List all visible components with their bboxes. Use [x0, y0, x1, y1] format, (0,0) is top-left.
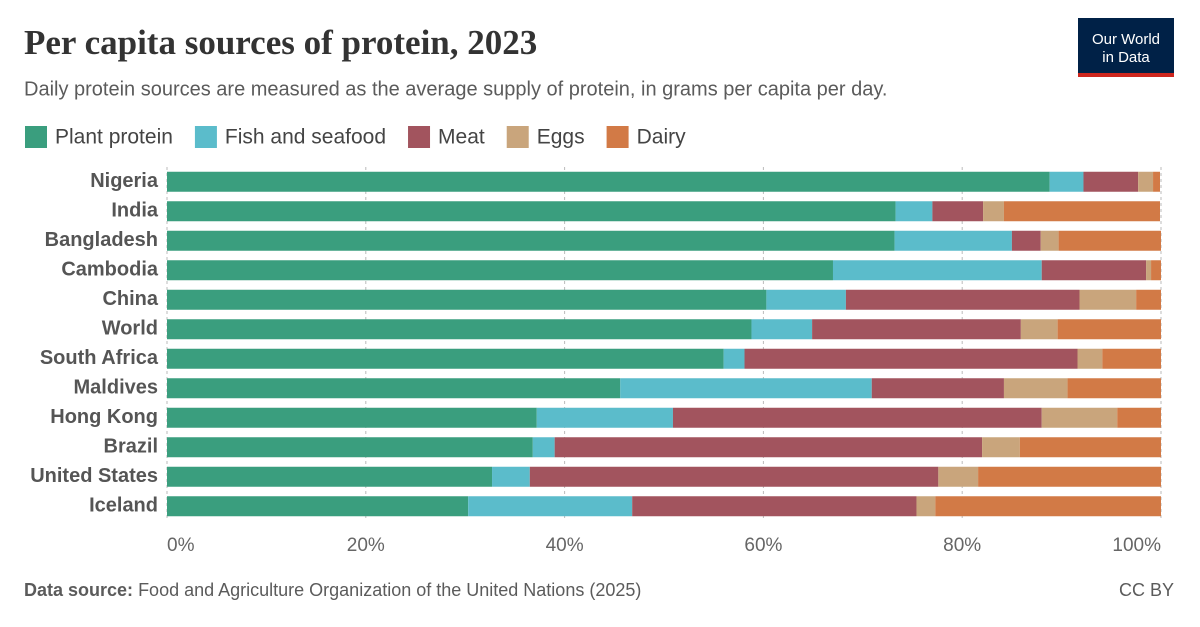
- bar-segment: [167, 437, 533, 458]
- legend-label: Plant protein: [55, 126, 173, 149]
- chart-title: Per capita sources of protein, 2023: [24, 23, 537, 62]
- bar-segment: [1041, 407, 1118, 428]
- legend-label: Dairy: [637, 126, 687, 149]
- legend-label: Meat: [438, 126, 485, 149]
- bar-segment: [672, 407, 1042, 428]
- bar-segment: [536, 407, 673, 428]
- y-tick-label: Hong Kong: [50, 406, 158, 428]
- bar-segment: [167, 348, 724, 369]
- bar-segment: [167, 407, 537, 428]
- bar-segment: [1067, 378, 1161, 399]
- bar-segment: [1049, 171, 1084, 192]
- bar-segment: [766, 289, 846, 310]
- bar-segment: [620, 378, 872, 399]
- bar-segment: [167, 171, 1050, 192]
- bar-segment: [983, 201, 1004, 222]
- bar-segment: [1079, 289, 1137, 310]
- x-tick-label: 60%: [744, 535, 782, 556]
- bar-segment: [935, 496, 1161, 517]
- y-tick-label: World: [102, 318, 158, 340]
- y-tick-label: Nigeria: [90, 170, 159, 192]
- source-label: Data source:: [24, 580, 133, 600]
- bar-segment: [167, 466, 493, 487]
- bar-segment: [632, 496, 917, 517]
- bar-segment: [167, 378, 621, 399]
- legend-swatch: [408, 126, 431, 148]
- bar-segment: [1102, 348, 1161, 369]
- bar-segment: [1003, 378, 1068, 399]
- bar-segment: [895, 201, 933, 222]
- bar-segment: [167, 319, 752, 340]
- x-tick-label: 0%: [167, 535, 195, 556]
- bar-segment: [167, 201, 896, 222]
- y-tick-label: Maldives: [74, 377, 158, 399]
- bar-segment: [916, 496, 936, 517]
- x-tick-label: 20%: [347, 535, 385, 556]
- bar-segment: [751, 319, 813, 340]
- bar-segment: [167, 260, 833, 281]
- legend-label: Eggs: [537, 126, 585, 149]
- bar-segment: [744, 348, 1078, 369]
- bar-segment: [1020, 319, 1058, 340]
- bar-segment: [529, 466, 939, 487]
- logo-text: Our World: [1092, 31, 1160, 48]
- bar-segment: [1057, 319, 1161, 340]
- y-tick-label: China: [102, 288, 158, 310]
- logo-strip: [1078, 73, 1174, 77]
- legend-label: Fish and seafood: [225, 126, 386, 149]
- bar-segment: [532, 437, 555, 458]
- y-tick-label: United States: [30, 465, 158, 487]
- bar-segment: [1117, 407, 1161, 428]
- bar-segment: [832, 260, 1042, 281]
- bar-segment: [812, 319, 1021, 340]
- x-tick-label: 100%: [1112, 535, 1161, 556]
- bar-segment: [982, 437, 1020, 458]
- bar-segment: [167, 230, 895, 251]
- bar-segment: [932, 201, 984, 222]
- bar-segment: [1153, 171, 1161, 192]
- y-tick-label: Cambodia: [61, 259, 159, 281]
- bar-segment: [1058, 230, 1161, 251]
- legend-swatch: [606, 126, 629, 148]
- bar-segment: [894, 230, 1012, 251]
- bar-segment: [1083, 171, 1139, 192]
- bar-segment: [1019, 437, 1161, 458]
- bar-segment: [845, 289, 1080, 310]
- bar-segment: [1136, 289, 1161, 310]
- bar-segment: [1040, 230, 1059, 251]
- legend-swatch: [194, 126, 217, 148]
- bar-segment: [167, 496, 469, 517]
- bar-segment: [871, 378, 1004, 399]
- x-tick-label: 80%: [943, 535, 981, 556]
- logo-box: [1078, 18, 1174, 77]
- bar-segment: [167, 289, 767, 310]
- y-tick-label: India: [111, 200, 159, 222]
- bar-segment: [978, 466, 1161, 487]
- bar-segment: [1146, 260, 1152, 281]
- bar-segment: [723, 348, 745, 369]
- bar-segment: [492, 466, 530, 487]
- x-tick-label: 40%: [546, 535, 584, 556]
- bar-segment: [1151, 260, 1161, 281]
- source-text: Food and Agriculture Organization of the…: [138, 580, 641, 600]
- y-tick-label: Iceland: [89, 495, 158, 517]
- bar-segment: [1138, 171, 1154, 192]
- legend-swatch: [506, 126, 529, 148]
- license: CC BY: [1119, 580, 1174, 600]
- logo-text: in Data: [1102, 49, 1150, 66]
- bar-segment: [1003, 201, 1161, 222]
- y-tick-label: Brazil: [104, 436, 158, 458]
- bar-segment: [468, 496, 633, 517]
- bar-segment: [1077, 348, 1103, 369]
- footer-source: Data source: Food and Agriculture Organi…: [24, 580, 641, 600]
- bar-segment: [1011, 230, 1041, 251]
- bar-segment: [554, 437, 983, 458]
- bar-segment: [1041, 260, 1147, 281]
- legend-swatch: [25, 126, 47, 148]
- y-tick-label: Bangladesh: [45, 229, 158, 251]
- bar-segment: [938, 466, 979, 487]
- chart-subtitle: Daily protein sources are measured as th…: [24, 78, 887, 100]
- y-tick-label: South Africa: [40, 347, 159, 369]
